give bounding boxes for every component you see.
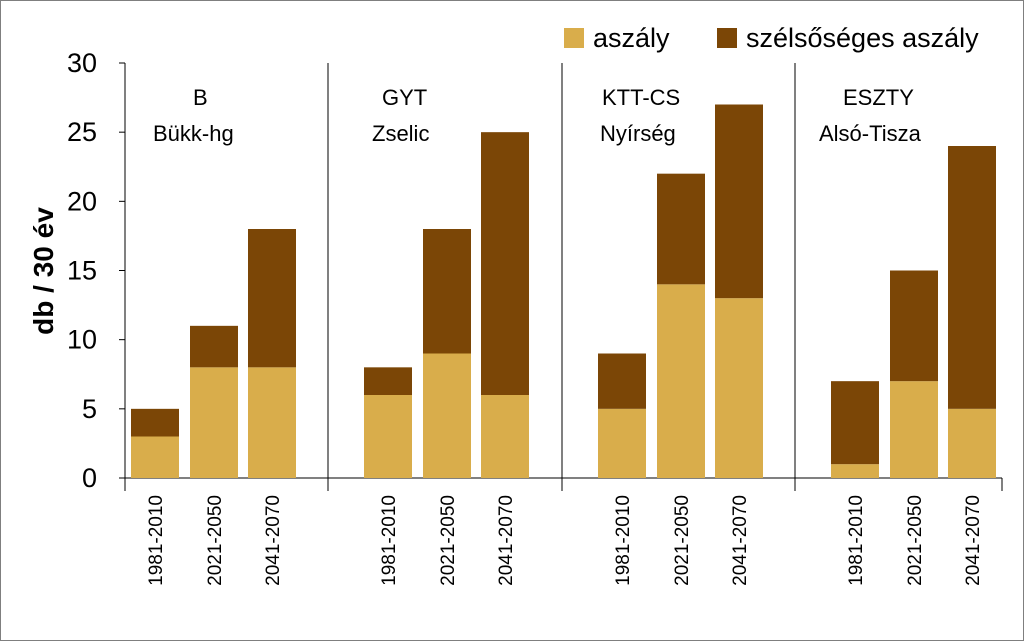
bar-szelsoseges — [481, 132, 529, 395]
y-tick-label: 0 — [82, 463, 97, 493]
region-name-label: Nyírség — [600, 121, 676, 146]
bar-szelsoseges — [890, 270, 938, 382]
legend-swatch-szelsoseges — [717, 28, 737, 48]
bar-aszaly — [190, 367, 238, 478]
legend-swatch-aszaly — [564, 28, 584, 48]
bar-szelsoseges — [715, 104, 763, 299]
legend: aszály szélsőséges aszály — [564, 23, 979, 53]
bar-szelsoseges — [831, 381, 879, 465]
region-name-label: Zselic — [372, 121, 429, 146]
region-code-label: KTT-CS — [602, 85, 680, 110]
category-label: 1981-2010 — [846, 495, 867, 586]
y-tick-label: 30 — [67, 48, 97, 78]
bar-szelsoseges — [423, 229, 471, 354]
bar-aszaly — [657, 284, 705, 478]
region-code-label: GYT — [382, 85, 427, 110]
category-label: 2041-2070 — [963, 495, 984, 586]
region-code-label: B — [193, 85, 208, 110]
category-label: 2021-2050 — [905, 495, 926, 586]
bar-aszaly — [948, 408, 996, 478]
y-axis-title: db / 30 év — [28, 207, 59, 335]
region-name-label: Alsó-Tisza — [819, 121, 922, 146]
category-label: 2041-2070 — [730, 495, 751, 586]
bar-aszaly — [831, 464, 879, 478]
region-code-label: ESZTY — [843, 85, 914, 110]
category-label: 1981-2010 — [379, 495, 400, 586]
bar-szelsoseges — [657, 173, 705, 285]
bar-aszaly — [715, 298, 763, 478]
bar-aszaly — [364, 395, 412, 478]
bar-szelsoseges — [364, 367, 412, 395]
legend-label-aszaly: aszály — [593, 23, 670, 53]
bar-szelsoseges — [948, 146, 996, 409]
y-tick-label: 25 — [67, 117, 97, 147]
category-label: 1981-2010 — [146, 495, 167, 586]
bar-aszaly — [423, 353, 471, 478]
bar-aszaly — [248, 367, 296, 478]
category-label: 2021-2050 — [438, 495, 459, 586]
y-tick-label: 15 — [67, 256, 97, 286]
category-label: 2041-2070 — [496, 495, 517, 586]
category-label: 2021-2050 — [205, 495, 226, 586]
legend-label-szelsoseges: szélsőséges aszály — [746, 23, 979, 53]
bar-szelsoseges — [190, 325, 238, 368]
bar-szelsoseges — [248, 229, 296, 368]
y-tick-label: 10 — [67, 325, 97, 355]
bar-szelsoseges — [598, 353, 646, 409]
y-tick-label: 20 — [67, 186, 97, 216]
bar-aszaly — [890, 381, 938, 478]
region-name-label: Bükk-hg — [153, 121, 234, 146]
category-label: 2041-2070 — [263, 495, 284, 586]
bar-aszaly — [131, 436, 179, 478]
bar-szelsoseges — [131, 408, 179, 437]
plot-area: 0 5 10 15 20 25 30 B Bükk-hg 1981-2010 2021-2050 20… — [67, 48, 1003, 586]
y-tick-label: 5 — [82, 394, 97, 424]
category-label: 2021-2050 — [672, 495, 693, 586]
bar-aszaly — [481, 395, 529, 478]
bar-aszaly — [598, 408, 646, 478]
category-label: 1981-2010 — [613, 495, 634, 586]
